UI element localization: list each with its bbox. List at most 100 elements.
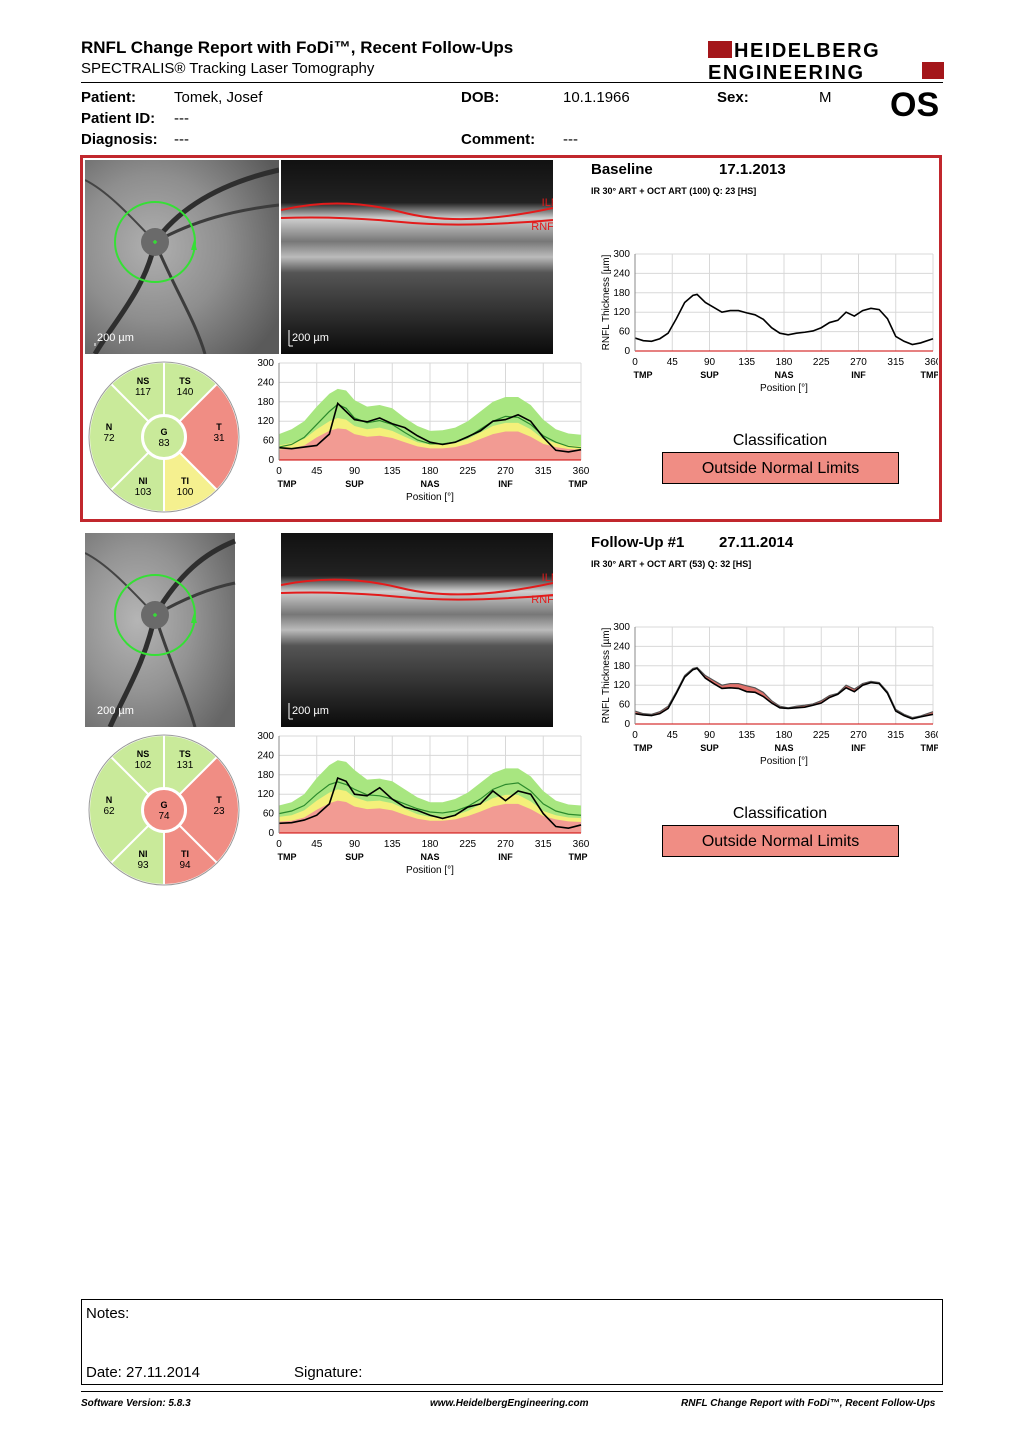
y-tick-label: 300 (257, 731, 274, 742)
dob-value: 10.1.1966 (563, 89, 630, 106)
sector-t-label: T (216, 422, 222, 432)
patient-id-label: Patient ID: (81, 110, 156, 127)
baseline-oct-scan: ILM RNFL 200 µm (281, 160, 553, 354)
sector-ts-label: TS (179, 749, 191, 759)
ilm-label: ILM (542, 572, 553, 584)
notes-box[interactable]: Notes: Date: 27.11.2014 Signature: (81, 1299, 943, 1385)
sector-ts-value: 140 (177, 387, 194, 398)
x-tick-label: 360 (573, 466, 590, 477)
y-axis-label: RNFL Thickness [µm] (601, 254, 612, 350)
report-title: RNFL Change Report with FoDi™, Recent Fo… (81, 38, 514, 57)
logo-line-1: HEIDELBERG (734, 40, 880, 62)
patient-thickness-line (278, 776, 582, 829)
diagnosis-label: Diagnosis: (81, 131, 158, 148)
x-tick-label: 0 (632, 357, 638, 368)
y-tick-label: 0 (624, 719, 630, 730)
y-tick-label: 60 (619, 327, 631, 338)
y-tick-label: 240 (613, 268, 630, 279)
baseline-classification-label: Classification (732, 432, 828, 449)
oct-scale-label: 200 µm (292, 332, 329, 344)
region-label: NAS (420, 479, 439, 489)
x-axis-label: Position [°] (406, 492, 454, 503)
sector-t-value: 31 (213, 433, 225, 444)
scan-circle-icon (114, 574, 196, 656)
region-label: NAS (774, 370, 793, 380)
x-tick-label: 90 (349, 839, 361, 850)
sector-g (142, 788, 186, 832)
footer-software-version: Software Version: 5.8.3 (81, 1398, 191, 1409)
x-tick-label: 360 (573, 839, 590, 850)
footer-report-name: RNFL Change Report with FoDi™, Recent Fo… (681, 1398, 936, 1409)
notes-date: Date: 27.11.2014 (86, 1364, 200, 1381)
outside-band-red (279, 428, 581, 460)
x-tick-label: 315 (535, 839, 552, 850)
followup-scan-info: IR 30° ART + OCT ART (53) Q: 32 [HS] (591, 559, 752, 569)
followup-visit-date: 27.11.2014 (719, 534, 794, 551)
report-subtitle: SPECTRALIS® Tracking Laser Tomography (81, 60, 375, 77)
sector-ti-label: TI (181, 476, 189, 486)
x-tick-label: 90 (704, 730, 716, 741)
ilm-boundary-line (281, 202, 553, 221)
y-tick-label: 0 (624, 346, 630, 357)
region-label: TMP (921, 743, 939, 753)
sector-ts-label: TS (179, 376, 191, 386)
y-tick-label: 300 (257, 358, 274, 369)
sector-g (142, 415, 186, 459)
y-tick-label: 300 (613, 622, 630, 633)
x-tick-label: 45 (311, 466, 323, 477)
x-tick-label: 315 (887, 730, 904, 741)
scan-circle-icon (114, 201, 196, 283)
outside-band-red (279, 800, 581, 833)
comment-value: --- (563, 131, 578, 148)
y-tick-label: 240 (613, 641, 630, 652)
followup-thickness-line (634, 667, 934, 720)
sector-n-value: 62 (103, 806, 115, 817)
sector-t-value: 23 (213, 806, 225, 817)
x-tick-label: 270 (850, 357, 867, 368)
rnfl-boundary-line (281, 591, 553, 601)
patient-thickness-line (278, 401, 582, 453)
baseline-section (80, 155, 942, 522)
region-label: TMP (278, 479, 297, 489)
x-tick-label: 180 (422, 466, 439, 477)
x-tick-label: 360 (925, 730, 938, 741)
patient-id-value: --- (174, 110, 189, 127)
fundus-scale-label: 200 µm (97, 332, 134, 344)
x-tick-label: 270 (497, 466, 514, 477)
x-tick-label: 315 (887, 357, 904, 368)
sector-ti-label: TI (181, 849, 189, 859)
footer-website: www.HeidelbergEngineering.com (430, 1398, 589, 1409)
y-tick-label: 120 (613, 680, 630, 691)
x-tick-label: 135 (384, 839, 401, 850)
baseline-fundus-image: 200 µm (85, 160, 279, 354)
y-tick-label: 120 (257, 416, 274, 427)
x-tick-label: 180 (776, 730, 793, 741)
region-label: SUP (345, 479, 364, 489)
followup-normative-chart: 0 60 120 180 240 300 0 45 90 135 180 225 270 315 360 TM… (257, 731, 590, 876)
x-tick-label: 225 (813, 357, 830, 368)
baseline-thickness-line (634, 666, 934, 719)
region-label: TMP (569, 852, 588, 862)
y-axis-label: RNFL Thickness [µm] (601, 627, 612, 723)
sector-g-value: 74 (158, 811, 170, 822)
x-tick-label: 225 (459, 466, 476, 477)
x-tick-label: 270 (497, 839, 514, 850)
x-tick-label: 0 (276, 466, 282, 477)
region-label: INF (851, 370, 866, 380)
ilm-boundary-line (281, 578, 553, 596)
oct-scale-label: 200 µm (292, 705, 329, 717)
normative-mean-line (278, 403, 582, 449)
region-label: TMP (921, 370, 939, 380)
followup-oct-scan: ILM RNFL 200 µm (281, 533, 553, 727)
region-label: NAS (774, 743, 793, 753)
region-label: TMP (569, 479, 588, 489)
sector-ns-value: 117 (135, 387, 151, 398)
sector-ni-value: 93 (137, 860, 149, 871)
patient-label: Patient: (81, 89, 137, 106)
region-label: TMP (634, 743, 653, 753)
y-tick-label: 60 (619, 700, 631, 711)
sector-g-label: G (160, 800, 167, 810)
baseline-classification-result: Outside Normal Limits (662, 452, 899, 484)
logo-line-2: ENGINEERING (708, 62, 865, 82)
